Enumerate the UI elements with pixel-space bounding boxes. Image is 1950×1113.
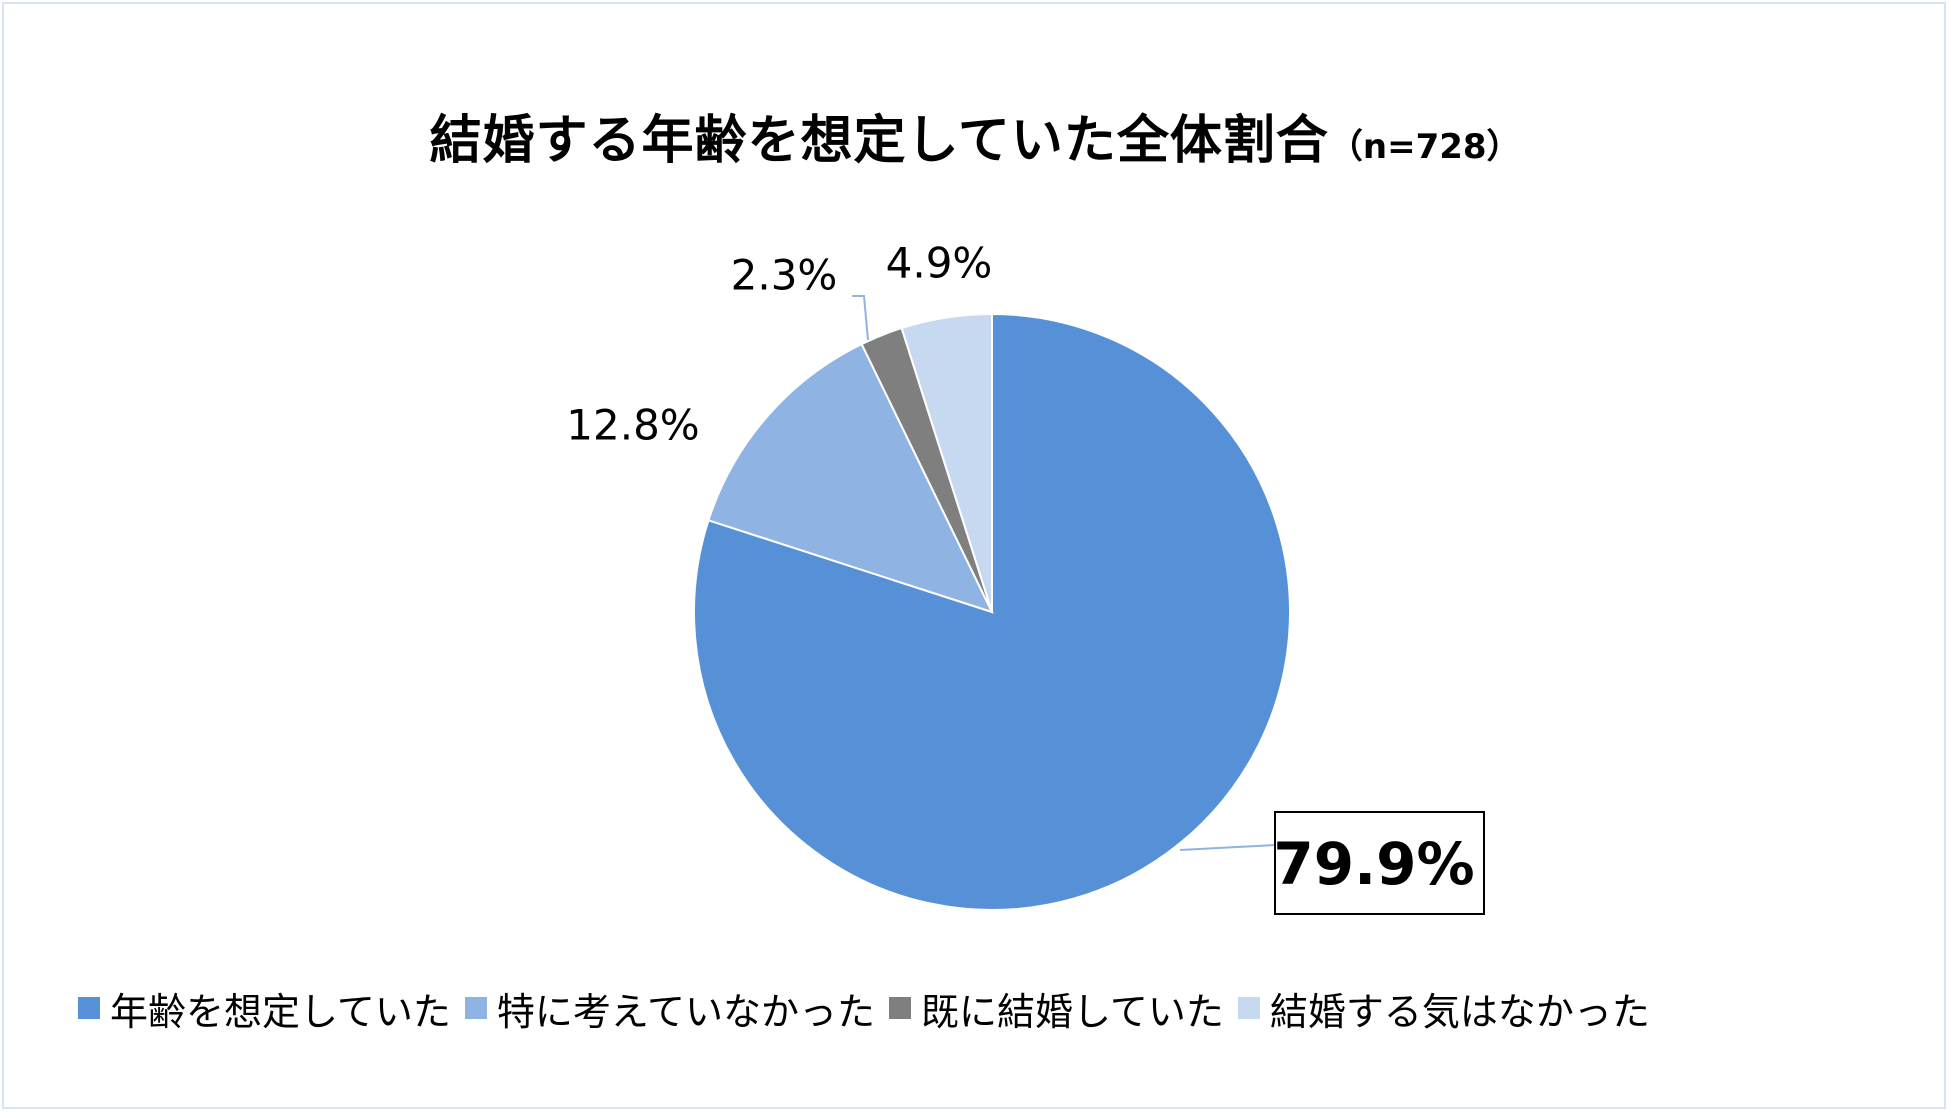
legend-swatch [78, 997, 100, 1019]
legend-label: 結婚する気はなかった [1269, 989, 1650, 1034]
legend-item: 年齢を想定していた [78, 981, 451, 1036]
legend-label: 特に考えていなかった [496, 989, 875, 1034]
pie-slice [900, 312, 993, 613]
pie-slice [707, 342, 994, 614]
legend: 年齢を想定していた 特に考えていなかった 既に結婚していた 結婚する気はなかった [78, 984, 1664, 1034]
legend-swatch [888, 997, 911, 1019]
legend-label: 既に結婚していた [920, 989, 1224, 1034]
chart-subtitle: （n=728） [1328, 127, 1521, 167]
legend-label: 年齢を想定していた [110, 989, 451, 1034]
legend-item: 既に結婚していた [888, 981, 1224, 1036]
data-label: 2.3% [731, 251, 838, 300]
legend-item: 結婚する気はなかった [1237, 981, 1650, 1036]
legend-item: 特に考えていなかった [464, 981, 875, 1036]
data-label: 79.9% [1273, 830, 1474, 898]
chart-title-block: 結婚する年齢を想定していた全体割合（n=728） [0, 98, 1950, 173]
data-label: 4.9% [886, 239, 993, 288]
leader-lines [852, 295, 1276, 851]
chart-title: 結婚する年齢を想定していた全体割合 [429, 111, 1329, 171]
pie-slices [693, 312, 1291, 911]
data-label: 12.8% [566, 401, 699, 450]
highlight-label-box [1274, 811, 1485, 915]
leader-line [1179, 844, 1276, 851]
legend-swatch [464, 997, 487, 1019]
leader-line [852, 295, 869, 341]
data-labels: 79.9% 12.8% 2.3% 4.9% [566, 239, 1485, 915]
legend-swatch [1237, 997, 1260, 1019]
